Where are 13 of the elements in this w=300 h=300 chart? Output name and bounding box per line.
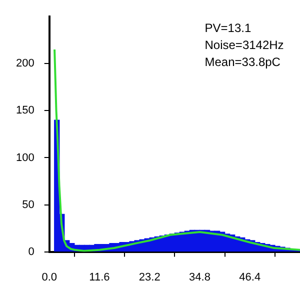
y-tick-label: 100	[16, 152, 34, 164]
x-tick-label: 23.2	[138, 271, 160, 284]
x-tick-label: 0.0	[42, 271, 57, 284]
x-tick-label: 46.4	[239, 271, 261, 284]
y-tick-label: 150	[16, 104, 34, 117]
x-tick-label: 34.8	[189, 271, 210, 284]
y-tick-label: 0	[28, 246, 34, 258]
annotation: Mean=33.8pC	[204, 54, 281, 69]
y-tick-label: 200	[16, 58, 34, 70]
annotation: PV=13.1	[204, 20, 252, 35]
x-tick-label: 11.6	[89, 271, 110, 284]
annotation: Noise=3142Hz	[204, 38, 284, 52]
y-tick-label: 50	[22, 198, 34, 211]
